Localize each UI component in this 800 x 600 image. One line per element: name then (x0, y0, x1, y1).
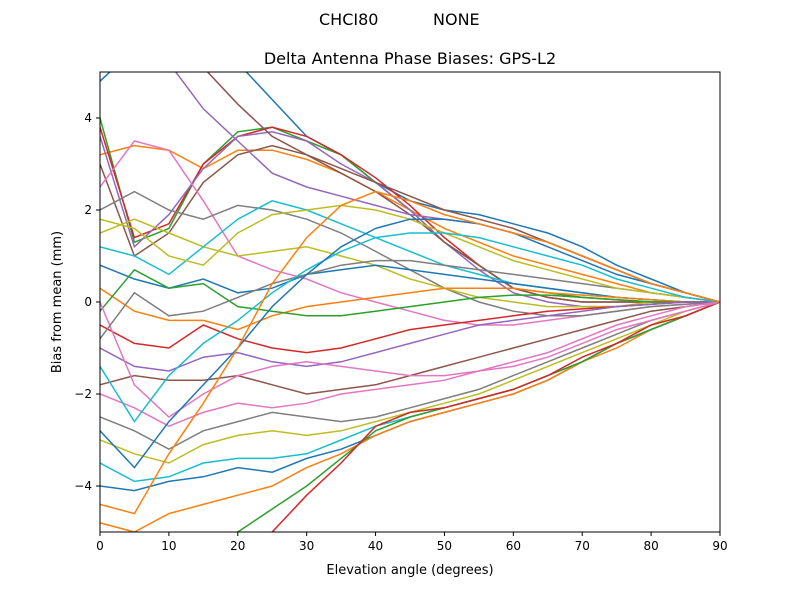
series-line-12 (100, 287, 720, 331)
series-line-27 (100, 301, 720, 418)
series-line-13 (100, 268, 720, 317)
chart-title: Delta Antenna Phase Biases: GPS-L2 (264, 49, 556, 68)
x-tick-label: 40 (368, 539, 383, 553)
suptitle-station: CHCI80 (319, 10, 379, 29)
x-tick-label: 10 (161, 539, 176, 553)
x-tick-label: 50 (437, 539, 452, 553)
series-line-24 (271, 301, 720, 532)
y-axis: −4 −2 0 2 4 (74, 111, 100, 493)
y-tick-label: −2 (74, 387, 92, 401)
series-line-31 (100, 218, 720, 469)
x-tick-label: 60 (506, 539, 521, 553)
series-line-15 (100, 301, 720, 372)
y-tick-label: 0 (84, 295, 92, 309)
x-tick-label: 70 (575, 539, 590, 553)
series-line-22 (100, 301, 720, 532)
series-line-16 (100, 301, 720, 395)
x-tick-label: 90 (712, 539, 727, 553)
x-axis: 0 10 20 30 40 50 60 70 80 90 (96, 532, 728, 553)
y-tick-label: 4 (84, 111, 92, 125)
series-line-11 (100, 264, 720, 303)
series-line-32 (100, 190, 720, 515)
series-layer (100, 72, 720, 532)
series-line-18 (100, 301, 720, 451)
x-axis-label: Elevation angle (degrees) (326, 563, 493, 578)
figure-suptitle: CHCI80 NONE (0, 10, 800, 30)
x-tick-label: 80 (643, 539, 658, 553)
series-line-30 (100, 232, 720, 423)
suptitle-model: NONE (433, 10, 480, 29)
series-line-17 (100, 301, 720, 428)
y-axis-label: Bias from mean (mm) (50, 231, 65, 373)
y-tick-label: −4 (74, 479, 92, 493)
x-tick-label: 20 (230, 539, 245, 553)
y-tick-label: 2 (84, 203, 92, 217)
x-tick-label: 0 (96, 539, 104, 553)
x-tick-label: 30 (299, 539, 314, 553)
